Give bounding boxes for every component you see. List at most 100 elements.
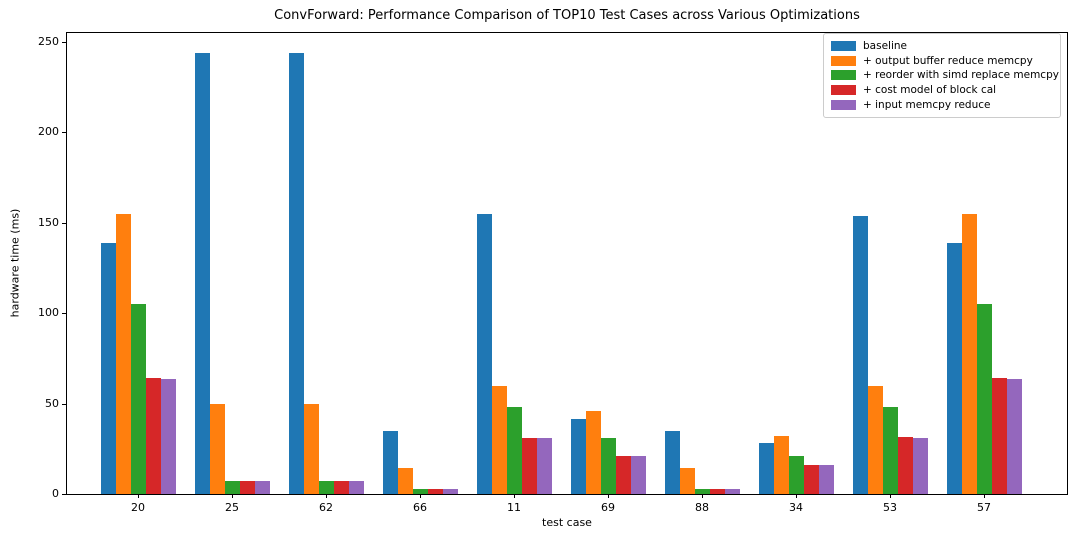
bar-output-buffer-reduce-memcpy-case-11 xyxy=(491,385,507,494)
bar-reorder-with-simd-replace-memcpy-case-57 xyxy=(976,304,992,494)
y-tick-label-100: 100 xyxy=(38,306,59,320)
bar-baseline-case-69 xyxy=(570,418,586,494)
bar-cost-model-of-block-cal-case-20 xyxy=(145,378,161,494)
bar-output-buffer-reduce-memcpy-case-57 xyxy=(961,213,977,494)
legend-label: baseline xyxy=(863,40,907,53)
bar-reorder-with-simd-replace-memcpy-case-20 xyxy=(130,304,146,494)
bar-input-memcpy-reduce-case-57 xyxy=(1006,379,1022,494)
x-tick-mark xyxy=(138,494,139,498)
bar-baseline-case-34 xyxy=(758,443,774,494)
bar-cost-model-of-block-cal-case-88 xyxy=(709,489,725,494)
x-tick-label-25: 25 xyxy=(225,501,239,514)
y-tick-mark xyxy=(62,42,66,44)
x-tick-label-20: 20 xyxy=(131,501,145,514)
x-tick-label-66: 66 xyxy=(413,501,427,514)
chart-title: ConvForward: Performance Comparison of T… xyxy=(274,8,860,23)
bar-output-buffer-reduce-memcpy-case-34 xyxy=(773,436,789,494)
bar-reorder-with-simd-replace-memcpy-case-66 xyxy=(412,488,428,494)
bar-cost-model-of-block-cal-case-53 xyxy=(897,437,913,494)
x-tick-label-62: 62 xyxy=(319,501,333,514)
legend-swatch-icon xyxy=(831,55,856,66)
legend-label: + output buffer reduce memcpy xyxy=(863,54,1033,67)
x-tick-label-57: 57 xyxy=(977,501,991,514)
x-tick-label-11: 11 xyxy=(507,501,521,514)
x-tick-mark xyxy=(984,494,985,498)
bar-output-buffer-reduce-memcpy-case-20 xyxy=(115,213,131,494)
bar-input-memcpy-reduce-case-62 xyxy=(348,481,364,494)
legend-label: + reorder with simd replace memcpy xyxy=(863,69,1059,82)
y-tick-label-150: 150 xyxy=(38,215,59,229)
y-axis-label: hardware time (ms) xyxy=(8,208,22,318)
bar-input-memcpy-reduce-case-34 xyxy=(818,465,834,494)
legend-entry-input-memcpy-reduce: + input memcpy reduce xyxy=(831,97,1052,112)
bar-reorder-with-simd-replace-memcpy-case-69 xyxy=(600,437,616,494)
bar-input-memcpy-reduce-case-88 xyxy=(724,489,740,494)
x-tick-label-88: 88 xyxy=(695,501,709,514)
bar-output-buffer-reduce-memcpy-case-69 xyxy=(585,410,601,494)
bar-output-buffer-reduce-memcpy-case-62 xyxy=(303,403,319,494)
y-tick-label-200: 200 xyxy=(38,125,59,139)
legend-entry-baseline: baseline xyxy=(831,39,1052,54)
bar-baseline-case-20 xyxy=(100,242,116,494)
y-tick-label-50: 50 xyxy=(45,396,59,410)
x-tick-label-69: 69 xyxy=(601,501,615,514)
y-tick-mark xyxy=(62,313,66,315)
x-axis-label: test case xyxy=(542,516,592,529)
bar-cost-model-of-block-cal-case-25 xyxy=(239,481,255,494)
y-tick-mark xyxy=(62,494,66,495)
x-tick-mark xyxy=(890,494,891,498)
x-tick-mark xyxy=(796,494,797,498)
bar-baseline-case-53 xyxy=(852,215,868,494)
bar-output-buffer-reduce-memcpy-case-66 xyxy=(397,467,413,494)
legend-swatch-icon xyxy=(831,85,856,96)
x-tick-label-34: 34 xyxy=(789,501,803,514)
x-tick-mark xyxy=(232,494,233,498)
bar-reorder-with-simd-replace-memcpy-case-25 xyxy=(224,481,240,494)
bar-reorder-with-simd-replace-memcpy-case-62 xyxy=(318,481,334,494)
legend-swatch-icon xyxy=(831,99,856,110)
legend-entry-output-buffer-reduce-memcpy: + output buffer reduce memcpy xyxy=(831,54,1052,69)
x-tick-mark xyxy=(608,494,609,498)
bar-input-memcpy-reduce-case-11 xyxy=(536,437,552,494)
bar-baseline-case-57 xyxy=(946,242,962,494)
bar-input-memcpy-reduce-case-66 xyxy=(442,489,458,494)
y-tick-mark xyxy=(62,403,66,405)
bar-baseline-case-88 xyxy=(664,430,680,494)
legend-entry-cost-model-of-block-cal: + cost model of block cal xyxy=(831,83,1052,98)
y-tick-mark xyxy=(62,132,66,134)
bar-cost-model-of-block-cal-case-69 xyxy=(615,456,631,494)
x-tick-label-53: 53 xyxy=(883,501,897,514)
bar-output-buffer-reduce-memcpy-case-53 xyxy=(867,385,883,494)
legend-label: + cost model of block cal xyxy=(863,84,997,97)
bar-cost-model-of-block-cal-case-66 xyxy=(427,489,443,494)
bar-reorder-with-simd-replace-memcpy-case-11 xyxy=(506,407,522,494)
bar-output-buffer-reduce-memcpy-case-88 xyxy=(679,467,695,494)
x-tick-mark xyxy=(702,494,703,498)
legend-swatch-icon xyxy=(831,41,856,52)
bar-reorder-with-simd-replace-memcpy-case-34 xyxy=(788,456,804,494)
bar-baseline-case-66 xyxy=(382,430,398,494)
legend: baseline + output buffer reduce memcpy + r… xyxy=(823,33,1061,118)
bar-input-memcpy-reduce-case-25 xyxy=(254,481,270,494)
y-tick-label-250: 250 xyxy=(38,35,59,49)
bar-input-memcpy-reduce-case-53 xyxy=(912,437,928,494)
bar-reorder-with-simd-replace-memcpy-case-88 xyxy=(694,488,710,494)
bar-cost-model-of-block-cal-case-62 xyxy=(333,481,349,494)
bar-reorder-with-simd-replace-memcpy-case-53 xyxy=(882,407,898,494)
y-tick-label-0: 0 xyxy=(52,487,59,500)
bar-cost-model-of-block-cal-case-57 xyxy=(991,378,1007,494)
bar-input-memcpy-reduce-case-20 xyxy=(160,379,176,494)
bar-baseline-case-25 xyxy=(194,52,210,494)
y-tick-mark xyxy=(62,222,66,224)
legend-label: + input memcpy reduce xyxy=(863,98,991,111)
bar-baseline-case-62 xyxy=(288,52,304,494)
bar-cost-model-of-block-cal-case-11 xyxy=(521,437,537,494)
legend-entry-reorder-with-simd-replace-memcpy: + reorder with simd replace memcpy xyxy=(831,68,1059,83)
bar-output-buffer-reduce-memcpy-case-25 xyxy=(209,403,225,494)
x-tick-mark xyxy=(514,494,515,498)
bar-input-memcpy-reduce-case-69 xyxy=(630,456,646,494)
bar-baseline-case-11 xyxy=(476,213,492,494)
legend-swatch-icon xyxy=(831,70,856,81)
bar-cost-model-of-block-cal-case-34 xyxy=(803,465,819,494)
